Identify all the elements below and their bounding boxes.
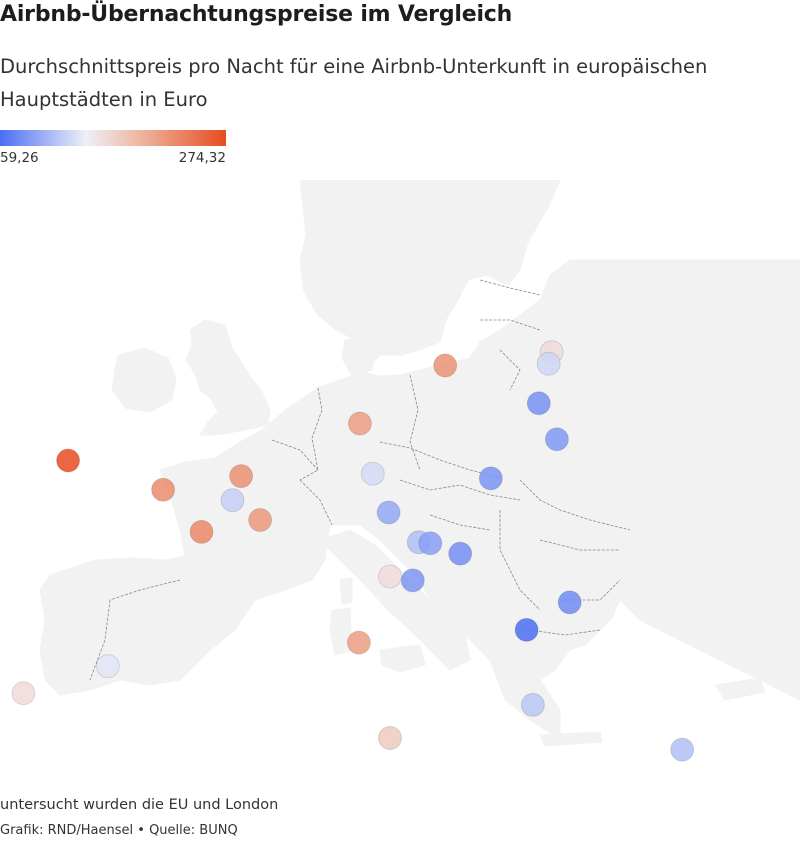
country-borders	[89, 279, 631, 681]
legend-min-label: 59,26	[0, 150, 39, 166]
footnote: untersucht wurden die EU und London	[0, 797, 279, 813]
city-dot-14[interactable]	[478, 466, 503, 491]
land-ireland	[111, 347, 177, 413]
city-dot-13[interactable]	[360, 461, 385, 486]
city-dot-22[interactable]	[514, 617, 539, 642]
land-mainland	[39, 259, 800, 741]
credit-source: Quelle: BUNQ	[149, 823, 238, 838]
city-dot-19[interactable]	[378, 564, 402, 589]
city-dot-12[interactable]	[544, 427, 569, 452]
land-scandinavia	[299, 180, 561, 366]
city-dot-6[interactable]	[248, 508, 273, 532]
city-dot-8[interactable]	[433, 353, 458, 378]
credit-graphic: Grafik: RND/Haensel	[0, 823, 134, 838]
city-dot-4[interactable]	[229, 464, 254, 489]
chart-title: Airbnb-Übernachtungspreise im Vergleich	[0, 2, 513, 27]
city-dot-24[interactable]	[95, 654, 120, 679]
city-dot-10[interactable]	[536, 351, 561, 376]
legend-gradient-bar	[0, 130, 226, 146]
color-legend: 59,26 274,32	[0, 130, 226, 168]
city-dot-21[interactable]	[557, 590, 582, 615]
city-dot-27[interactable]	[670, 737, 695, 762]
land-italy	[319, 529, 471, 671]
city-dot-1[interactable]	[56, 448, 81, 473]
credits: Grafik: RND/Haensel • Quelle: BUNQ	[0, 823, 238, 838]
land-corsica	[339, 577, 353, 605]
city-dot-18[interactable]	[448, 541, 473, 566]
city-dot-2[interactable]	[151, 477, 176, 502]
city-dot-7[interactable]	[347, 411, 372, 436]
city-dots	[11, 340, 695, 762]
chart-subtitle: Durchschnittspreis pro Nacht für eine Ai…	[0, 55, 708, 111]
land-great-britain	[185, 319, 271, 436]
city-dot-15[interactable]	[376, 500, 401, 525]
city-dot-26[interactable]	[520, 692, 545, 717]
city-dot-20[interactable]	[400, 568, 425, 593]
legend-max-label: 274,32	[178, 150, 226, 166]
city-dot-5[interactable]	[220, 488, 245, 513]
city-dot-28[interactable]	[378, 726, 402, 750]
land-crete	[539, 731, 603, 747]
europe-map[interactable]	[0, 180, 800, 780]
city-dot-11[interactable]	[526, 391, 551, 416]
city-dot-3[interactable]	[189, 519, 214, 544]
land-cyprus	[714, 677, 766, 701]
credit-separator: •	[137, 823, 145, 838]
land-masses	[39, 180, 800, 747]
city-dot-25[interactable]	[11, 681, 36, 706]
city-dot-17[interactable]	[418, 531, 443, 556]
land-sicily	[379, 644, 426, 673]
city-dot-23[interactable]	[346, 630, 371, 655]
land-denmark	[341, 334, 376, 376]
land-sardinia	[329, 607, 353, 656]
